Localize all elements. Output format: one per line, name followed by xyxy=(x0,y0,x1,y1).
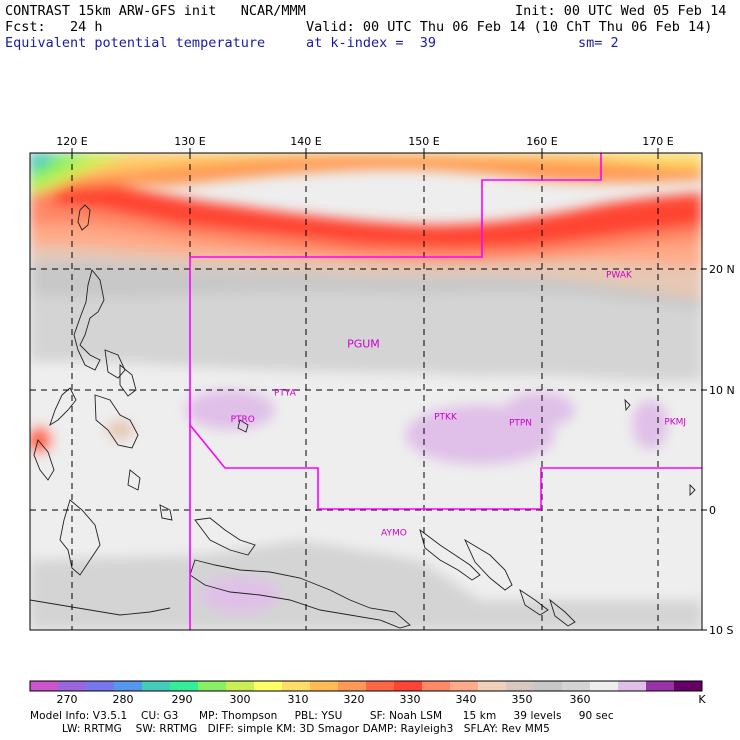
colorbar xyxy=(29,680,703,692)
station-ptkk: PTKK xyxy=(434,413,458,423)
colorbar-label-270: 270 xyxy=(56,693,78,706)
station-ptpn: PTPN xyxy=(509,419,532,429)
colorbar-label-330: 330 xyxy=(399,693,421,706)
model-info-line1: Model Info: V3.5.1 CU: G3 MP: Thompson P… xyxy=(30,710,614,722)
colorbar-label-310: 310 xyxy=(287,693,309,706)
colorbar-swatch xyxy=(310,681,339,691)
colorbar-swatch xyxy=(506,681,535,691)
station-ptro: PTRO xyxy=(231,415,255,425)
lon-label-130: 130 E xyxy=(174,135,205,148)
domain-boundary xyxy=(189,153,602,630)
model-info-line2: LW: RRTMG SW: RRTMG DIFF: simple KM: 3D … xyxy=(62,723,550,735)
coastlines xyxy=(30,204,696,629)
station-ptya: PTYA xyxy=(274,389,297,399)
lon-label-160: 160 E xyxy=(526,135,557,148)
smoothing-info: sm= 2 xyxy=(578,35,619,51)
lat-label-20n: 20 N xyxy=(709,263,735,276)
colorbar-label-300: 300 xyxy=(229,693,251,706)
colorbar-label-290: 290 xyxy=(171,693,193,706)
colorbar-label-320: 320 xyxy=(343,693,365,706)
station-pwak: PWAK xyxy=(606,270,633,280)
forecast-hour: Fcst: 24 h xyxy=(5,19,103,35)
station-pkmj: PKMJ xyxy=(664,417,686,427)
colorbar-swatch xyxy=(338,681,367,691)
lon-label-140: 140 E xyxy=(290,135,321,148)
domain-boundary-south xyxy=(189,424,702,510)
colorbar-swatch xyxy=(58,681,87,691)
lat-label-10n: 10 N xyxy=(709,384,735,397)
colorbar-swatch xyxy=(562,681,591,691)
colorbar-label-360: 360 xyxy=(569,693,591,706)
colorbar-label-340: 340 xyxy=(455,693,477,706)
colorbar-swatch xyxy=(646,681,675,691)
lat-label-0: 0 xyxy=(709,504,716,517)
field-name: Equivalent potential temperature xyxy=(5,35,266,51)
colorbar-label-280: 280 xyxy=(112,693,134,706)
station-aymo: AYMO xyxy=(381,528,407,538)
colorbar-swatch xyxy=(86,681,115,691)
lon-label-170: 170 E xyxy=(642,135,673,148)
colorbar-swatch xyxy=(590,681,619,691)
colorbar-swatch xyxy=(366,681,395,691)
colorbar-swatch xyxy=(198,681,227,691)
colorbar-swatch xyxy=(394,681,423,691)
colorbar-swatch xyxy=(254,681,283,691)
lon-label-150: 150 E xyxy=(408,135,439,148)
colorbar-swatch xyxy=(534,681,563,691)
init-time: Init: 00 UTC Wed 05 Feb 14 xyxy=(515,3,727,19)
colorbar-frame xyxy=(29,680,703,692)
colorbar-swatch xyxy=(142,681,171,691)
map-frame xyxy=(29,152,703,631)
colorbar-swatch xyxy=(450,681,479,691)
colorbar-swatch xyxy=(282,681,311,691)
station-pgum: PGUM xyxy=(347,337,380,350)
colorbar-label-350: 350 xyxy=(511,693,533,706)
lat-label-10s: 10 S xyxy=(709,624,733,637)
valid-time: Valid: 00 UTC Thu 06 Feb 14 (10 ChT Thu … xyxy=(306,19,713,35)
colorbar-swatch xyxy=(226,681,255,691)
colorbar-swatch xyxy=(114,681,143,691)
theta-e-field xyxy=(30,153,702,630)
model-title: CONTRAST 15km ARW-GFS init NCAR/MMM xyxy=(5,3,306,19)
colorbar-unit: K xyxy=(698,693,706,706)
lon-label-120: 120 E xyxy=(56,135,87,148)
colorbar-swatch xyxy=(170,681,199,691)
colorbar-swatch xyxy=(674,681,703,691)
level-info: at k-index = 39 xyxy=(306,35,437,51)
colorbar-swatch xyxy=(478,681,507,691)
colorbar-swatch xyxy=(422,681,451,691)
colorbar-swatch xyxy=(618,681,647,691)
colorbar-swatch xyxy=(30,681,59,691)
station-labels: PGUM PTYA PTRO PTKK PTPN PKMJ PWAK AYMO xyxy=(231,270,686,538)
